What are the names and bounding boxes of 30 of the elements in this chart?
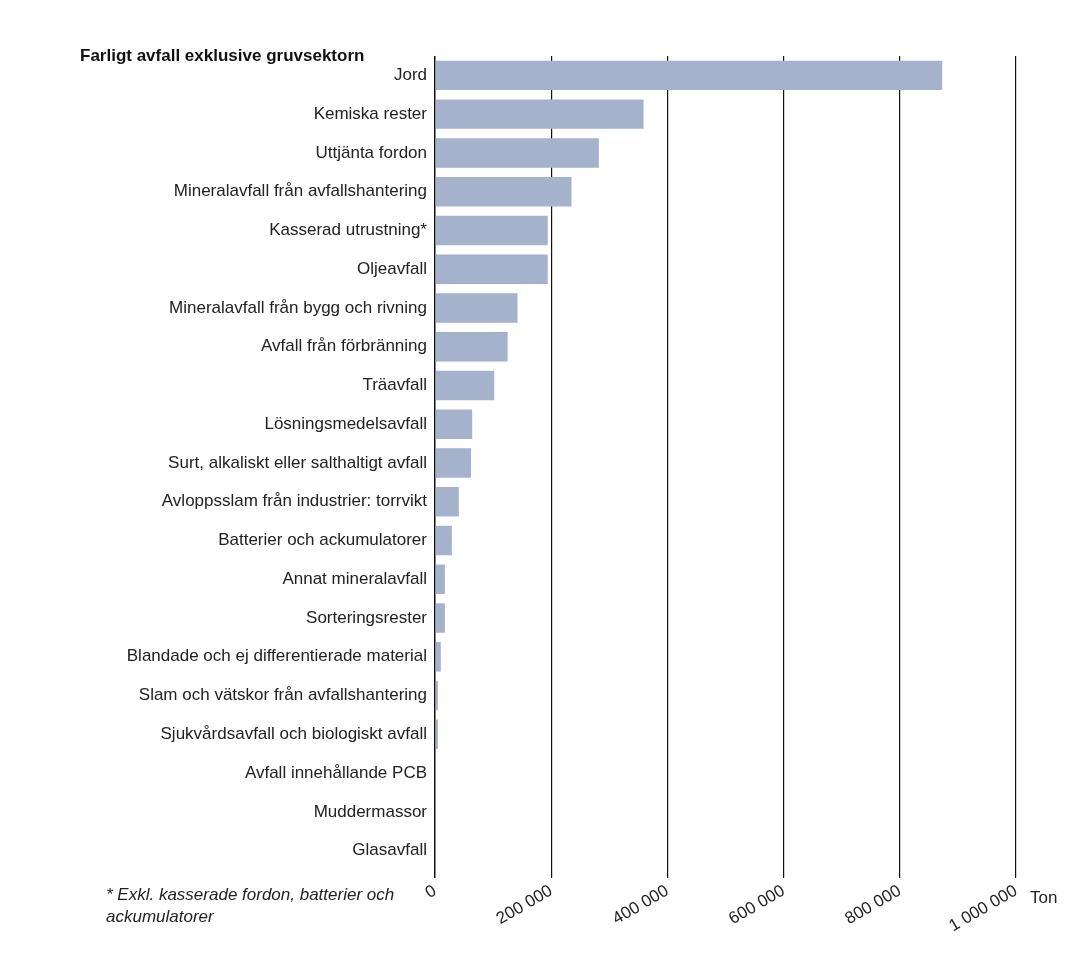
y-tick-label: Sjukvårdsavfall och biologiskt avfall bbox=[160, 724, 427, 744]
y-tick-label: Surt, alkaliskt eller salthaltigt avfall bbox=[168, 452, 427, 472]
x-tick-label: 1 000 000 bbox=[945, 880, 1021, 936]
y-tick-label: Batterier och ackumulatorer bbox=[218, 530, 428, 550]
y-tick-label: Annat mineralavfall bbox=[282, 568, 427, 588]
y-tick-label: Muddermassor bbox=[313, 801, 428, 821]
y-tick-label: Uttjänta fordon bbox=[315, 142, 427, 162]
y-tick-label: Jord bbox=[393, 65, 427, 85]
y-tick-label: Mineralavfall från bygg och rivning bbox=[169, 297, 427, 317]
x-tick-label: 600 000 bbox=[725, 880, 788, 929]
y-tick-label: Glasavfall bbox=[352, 840, 427, 860]
y-tick-label: Oljeavfall bbox=[357, 258, 427, 278]
y-tick-label: Kemiska rester bbox=[313, 103, 428, 123]
y-tick-label: Sorteringsrester bbox=[306, 607, 428, 627]
y-tick-label: Lösningsmedelsavfall bbox=[264, 413, 427, 433]
text: * Exkl. kasserade fordon, batterier och ackumulatorer bbox=[106, 884, 396, 928]
x-tick-label: 0 bbox=[421, 880, 440, 903]
x-tick-label: 400 000 bbox=[609, 880, 672, 929]
x-tick-label: 800 000 bbox=[841, 880, 905, 929]
text: Farligt avfall exklusive gruvsektorn bbox=[80, 46, 365, 66]
y-tick-label: Mineralavfall från avfallshantering bbox=[173, 181, 427, 201]
y-tick-label: Blandade och ej differentierade material bbox=[126, 646, 427, 666]
y-tick-label: Träavfall bbox=[362, 375, 427, 395]
y-tick-label: Slam och vätskor från avfallshantering bbox=[138, 685, 427, 705]
y-tick-label: Avfall från förbränning bbox=[260, 336, 427, 356]
y-tick-label: Kasserad utrustning* bbox=[269, 220, 428, 240]
x-tick-label: 200 000 bbox=[492, 880, 556, 929]
x-axis-title: Ton bbox=[1030, 887, 1058, 907]
y-tick-label: Avfall innehållande PCB bbox=[244, 762, 427, 782]
y-tick-label: Avloppsslam från industrier: torrvikt bbox=[161, 491, 428, 511]
